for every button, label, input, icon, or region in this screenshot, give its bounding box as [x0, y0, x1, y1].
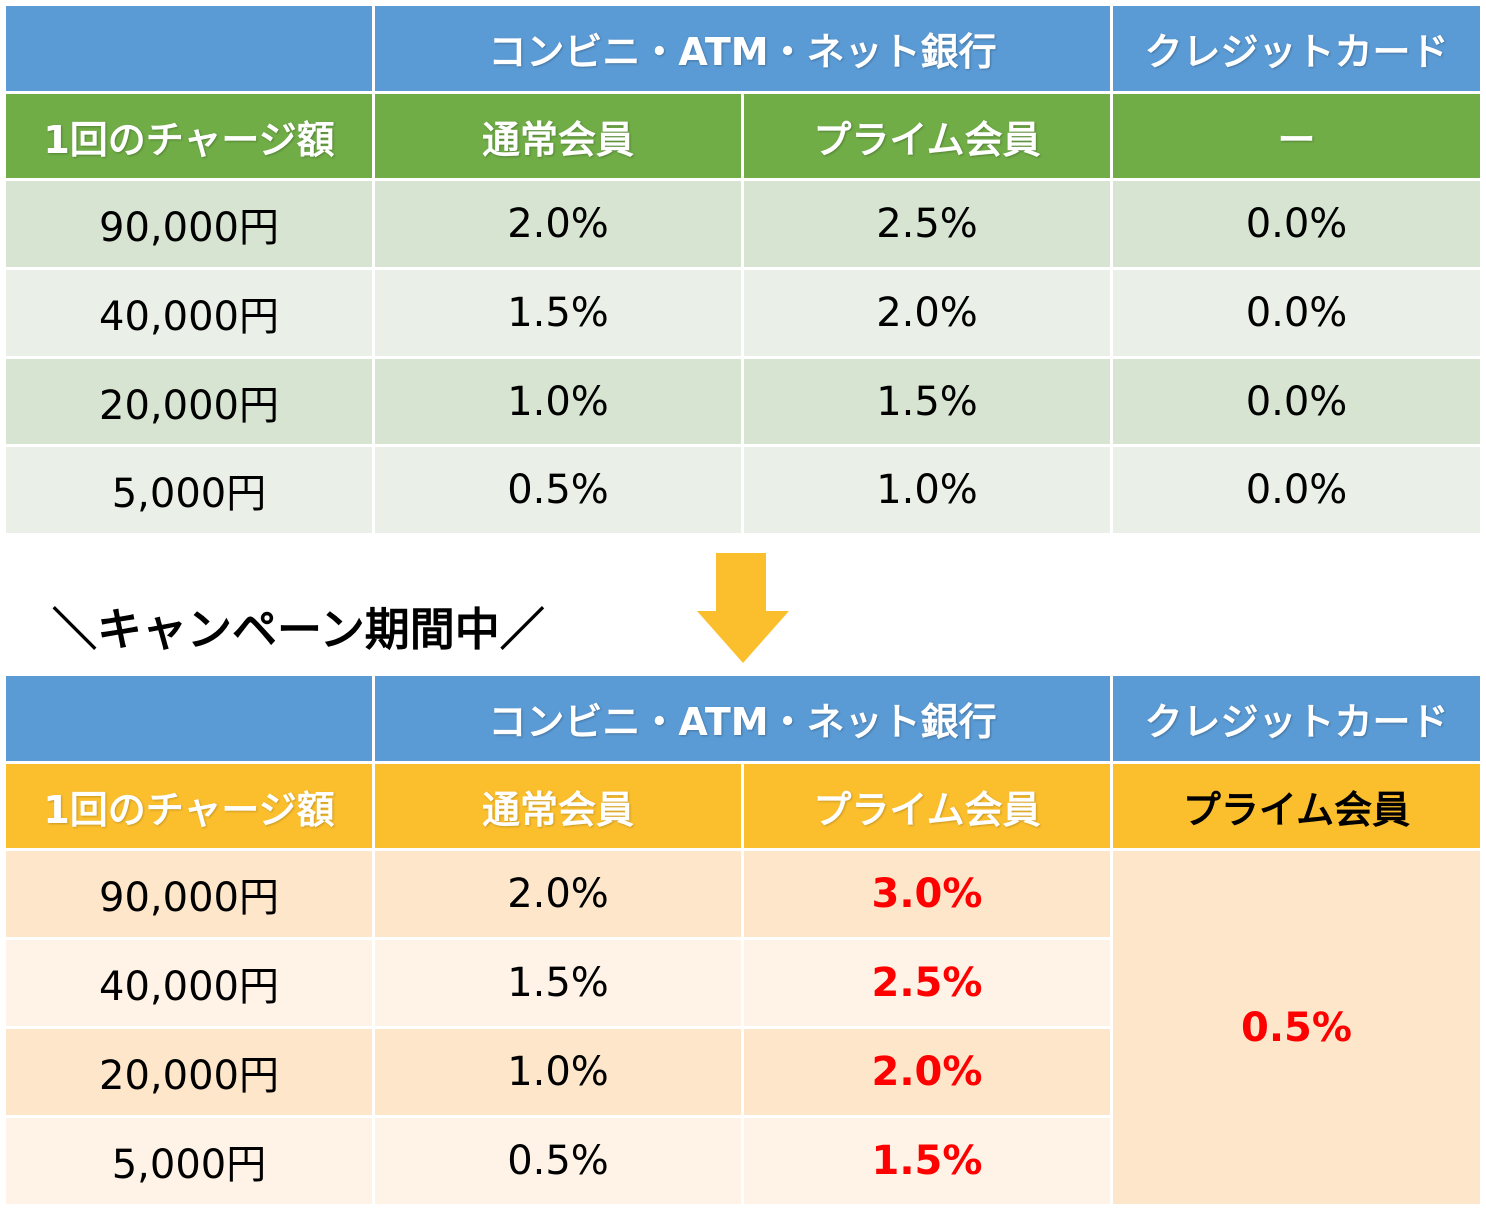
subheader-prime-member: プライム会員 — [744, 94, 1110, 178]
header-blank-cell — [6, 676, 372, 761]
row-3-amount: 20,000円 — [6, 359, 372, 444]
row-1-regular-rate: 2.0% — [375, 181, 741, 267]
row-3-regular-rate: 1.0% — [375, 1029, 741, 1115]
subheader-prime-member: プライム会員 — [744, 764, 1110, 848]
row-1-prime-rate: 2.5% — [744, 181, 1110, 267]
row-2-regular-rate: 1.5% — [375, 940, 741, 1026]
row-1-credit-rate: 0.0% — [1113, 181, 1480, 267]
row-2-prime-rate: 2.0% — [744, 270, 1110, 356]
row-3-prime-rate: 1.5% — [744, 359, 1110, 444]
row-4-amount: 5,000円 — [6, 1118, 372, 1204]
row-1-amount: 90,000円 — [6, 851, 372, 937]
header-convenience-atm-bank: コンビニ・ATM・ネット銀行 — [375, 6, 1110, 91]
row-4-amount: 5,000円 — [6, 447, 372, 533]
row-4-prime-rate: 1.0% — [744, 447, 1110, 533]
subheader-regular-member: 通常会員 — [375, 94, 741, 178]
campaign-period-label: ＼キャンペーン期間中／ — [52, 603, 545, 656]
row-2-amount: 40,000円 — [6, 270, 372, 356]
header-credit-card: クレジットカード — [1113, 676, 1480, 761]
header-blank-cell — [6, 6, 372, 91]
row-1-regular-rate: 2.0% — [375, 851, 741, 937]
row-3-prime-rate: 2.0% — [744, 1029, 1110, 1115]
row-3-credit-rate: 0.0% — [1113, 359, 1480, 444]
subheader-charge-amount: 1回のチャージ額 — [6, 764, 372, 848]
row-4-prime-rate: 1.5% — [744, 1118, 1110, 1204]
row-3-amount: 20,000円 — [6, 1029, 372, 1115]
subheader-credit-prime-member: プライム会員 — [1113, 764, 1480, 848]
row-4-credit-rate: 0.0% — [1113, 447, 1480, 533]
row-4-regular-rate: 0.5% — [375, 1118, 741, 1204]
credit-prime-rate: 0.5% — [1113, 851, 1480, 1204]
subheader-credit-none: ー — [1113, 94, 1480, 178]
subheader-regular-member: 通常会員 — [375, 764, 741, 848]
row-1-prime-rate: 3.0% — [744, 851, 1110, 937]
row-2-prime-rate: 2.5% — [744, 940, 1110, 1026]
header-credit-card: クレジットカード — [1113, 6, 1480, 91]
row-2-regular-rate: 1.5% — [375, 270, 741, 356]
subheader-charge-amount: 1回のチャージ額 — [6, 94, 372, 178]
row-1-amount: 90,000円 — [6, 181, 372, 267]
campaign-rate-table: コンビニ・ATM・ネット銀行 クレジットカード 1回のチャージ額 通常会員 プラ… — [6, 676, 1480, 1204]
row-4-regular-rate: 0.5% — [375, 447, 741, 533]
normal-rate-table: コンビニ・ATM・ネット銀行 クレジットカード 1回のチャージ額 通常会員 プラ… — [6, 6, 1480, 533]
down-arrow-icon — [697, 553, 789, 663]
row-3-regular-rate: 1.0% — [375, 359, 741, 444]
row-2-amount: 40,000円 — [6, 940, 372, 1026]
header-convenience-atm-bank: コンビニ・ATM・ネット銀行 — [375, 676, 1110, 761]
row-2-credit-rate: 0.0% — [1113, 270, 1480, 356]
